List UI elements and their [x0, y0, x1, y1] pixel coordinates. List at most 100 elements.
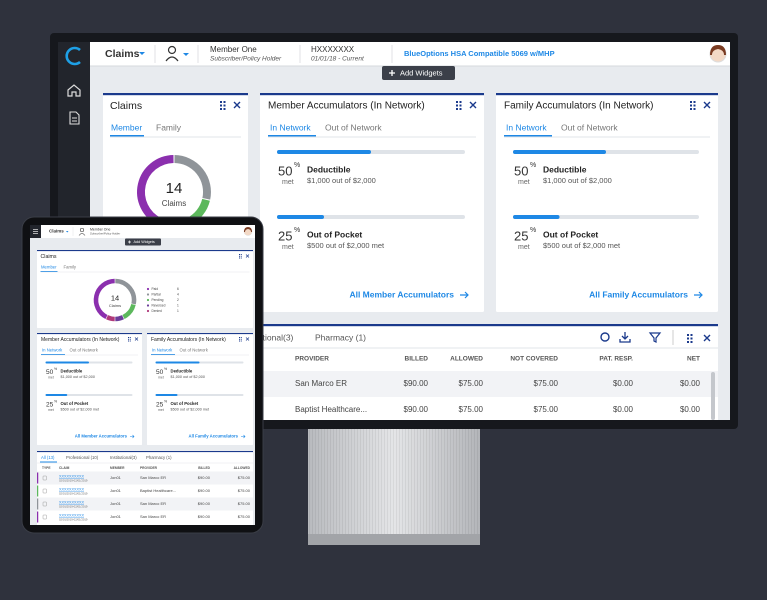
claim-id[interactable]: XXXXXXXXXX: [59, 487, 85, 491]
table-tab[interactable]: Pharmacy (1): [146, 455, 172, 460]
caret: [183, 53, 189, 56]
drag-handle[interactable]: [239, 254, 242, 259]
met-label: met: [158, 408, 164, 412]
column-header: PROVIDER: [295, 356, 329, 363]
tab[interactable]: Out of Network: [325, 122, 382, 132]
card: [496, 93, 718, 312]
tab[interactable]: Out of Network: [561, 122, 618, 132]
claims-total-label: Claims: [162, 199, 186, 208]
drag-handle[interactable]: [690, 101, 696, 110]
column-header: PAT. RESP.: [599, 356, 633, 363]
member-name: Member One: [90, 227, 110, 231]
tab[interactable]: In Network: [152, 348, 173, 353]
document-icon[interactable]: [69, 111, 80, 125]
table-tab[interactable]: Institutional(3): [110, 455, 137, 460]
legend-label: Denied: [152, 309, 162, 313]
tab[interactable]: Family: [156, 122, 182, 132]
column-header: TYPE: [42, 466, 51, 470]
close-button[interactable]: [245, 254, 250, 258]
close-button[interactable]: [233, 101, 241, 109]
claim-type-icon: [42, 488, 47, 494]
table-tab[interactable]: All (13): [41, 455, 55, 460]
claim-id[interactable]: XXXXXXXXXX: [59, 474, 85, 478]
close-button[interactable]: [134, 337, 139, 341]
tab[interactable]: In Network: [506, 122, 547, 132]
tab[interactable]: Member: [111, 122, 142, 132]
accumulators-link[interactable]: All Family Accumulators: [189, 434, 239, 439]
cell-billed: $90.00: [404, 405, 429, 414]
tab-underline: [41, 354, 65, 355]
user-icon-head[interactable]: [167, 45, 177, 55]
member-role: Subscriber/Policy Holder: [90, 232, 121, 236]
tab[interactable]: Family: [64, 265, 77, 270]
cell-allowed: $75.00: [238, 488, 251, 493]
add-widgets-button[interactable]: [125, 238, 161, 246]
plan-name[interactable]: BlueOptions HSA Compatible 5069 w/MHP: [404, 49, 555, 58]
plus-icon: [128, 240, 131, 244]
download-icon[interactable]: [619, 332, 631, 343]
accumulator-detail: $1,000 out of $2,000: [61, 375, 95, 379]
drag-handle[interactable]: [128, 337, 131, 342]
monitor-stand-texture: [308, 428, 480, 536]
drag-handle[interactable]: [220, 101, 226, 110]
close-icon: [245, 337, 250, 341]
table-tab[interactable]: Pharmacy (1): [315, 332, 366, 342]
module-selector[interactable]: Claims: [105, 48, 140, 60]
drag-dot: [220, 108, 222, 110]
close-button[interactable]: [703, 101, 711, 109]
tab-underline: [151, 354, 175, 355]
cell-provider: San Marco ER: [140, 514, 166, 519]
percent-value: 50: [156, 369, 164, 376]
claim-id[interactable]: XXXXXXXXXX: [59, 513, 85, 517]
close-button[interactable]: [469, 101, 477, 109]
close-button[interactable]: [245, 337, 250, 341]
card-accent: [37, 250, 253, 252]
card-accent: [496, 93, 718, 96]
drag-handle[interactable]: [687, 334, 693, 343]
tab[interactable]: Out of Network: [70, 348, 99, 353]
accumulator-detail: $500 out of $2,000 met: [307, 241, 385, 250]
filter-icon[interactable]: [648, 332, 662, 343]
tab[interactable]: In Network: [42, 348, 63, 353]
close-button[interactable]: [703, 334, 711, 342]
cell-provider: San Marco ER: [140, 475, 166, 480]
card: [37, 250, 253, 328]
module-selector[interactable]: Claims: [49, 229, 64, 234]
drag-dot: [223, 101, 226, 103]
drag-handle[interactable]: [239, 337, 242, 342]
column-header: CLAIM: [59, 466, 70, 470]
card-title: Claims: [110, 100, 142, 112]
member-role: Subscriber/Policy Holder: [210, 56, 282, 63]
cell-provider: Baptist Healthcare...: [140, 488, 176, 493]
accumulator-name: Out of Pocket: [543, 229, 598, 239]
tab[interactable]: Member: [41, 265, 57, 270]
percent-value: 50: [46, 369, 54, 376]
donut-segment: [115, 315, 124, 322]
tab[interactable]: In Network: [270, 122, 311, 132]
accumulators-link[interactable]: All Member Accumulators: [75, 434, 128, 439]
card-title: Claims: [41, 254, 57, 260]
add-widgets-button[interactable]: [382, 66, 455, 80]
home-icon[interactable]: [67, 84, 81, 97]
add-widgets-label: Add Widgets: [400, 68, 443, 77]
drag-dot: [687, 337, 689, 340]
drag-handle[interactable]: [456, 101, 462, 110]
table-tab[interactable]: Institutional(3): [240, 332, 294, 342]
card-accent: [37, 451, 253, 453]
percent-value: 25: [278, 228, 292, 243]
table-tab[interactable]: Professional (10): [66, 455, 99, 460]
legend-count: 1: [177, 309, 179, 313]
card: [147, 333, 253, 445]
tab[interactable]: Out of Network: [180, 348, 209, 353]
search-icon[interactable]: [600, 332, 610, 342]
accumulators-link[interactable]: All Family Accumulators: [589, 289, 688, 299]
user-icon-head[interactable]: [79, 227, 85, 233]
column-header: ALLOWED: [234, 466, 251, 470]
claim-id[interactable]: XXXXXXXXXX: [59, 500, 85, 504]
link-arrow: [460, 291, 469, 299]
accumulators-link[interactable]: All Member Accumulators: [349, 289, 454, 299]
drag-dot: [690, 334, 693, 336]
drag-dot: [456, 101, 458, 103]
progress-fill: [277, 150, 371, 154]
